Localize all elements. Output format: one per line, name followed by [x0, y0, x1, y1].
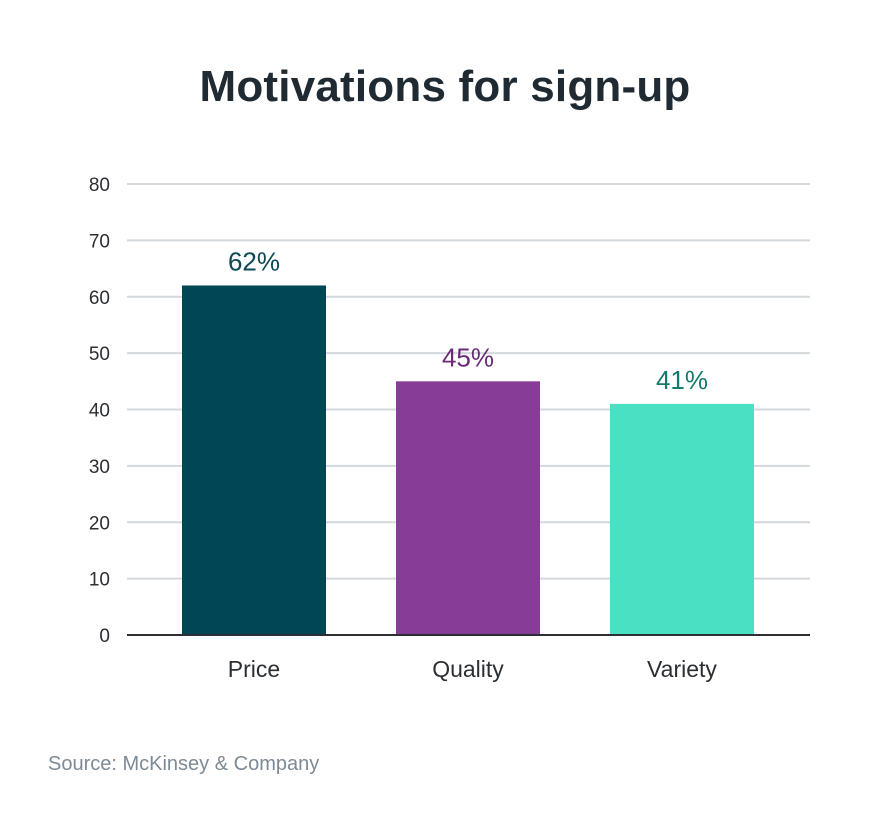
x-tick-label-variety: Variety: [647, 656, 717, 682]
y-axis-ticks: 0 10 20 30 40 50 60 70 80: [89, 175, 110, 647]
y-tick-label: 10: [89, 570, 110, 591]
y-tick-label: 50: [89, 344, 110, 365]
y-tick-label: 70: [89, 231, 110, 252]
y-tick-label: 80: [89, 175, 110, 196]
data-labels: 62% 45% 41%: [228, 246, 708, 394]
y-tick-label: 20: [89, 513, 110, 534]
x-axis-categories: Price Quality Variety: [228, 656, 718, 682]
y-tick-label: 40: [89, 401, 110, 422]
data-label-quality: 45%: [442, 342, 494, 372]
bar-variety: [610, 403, 754, 635]
source-note: Source: McKinsey & Company: [48, 753, 320, 775]
chart-title: Motivations for sign-up: [199, 62, 691, 111]
data-label-price: 62%: [228, 246, 280, 276]
y-tick-label: 0: [99, 626, 110, 647]
x-tick-label-quality: Quality: [432, 656, 504, 682]
bar-quality: [396, 381, 540, 635]
bar-price: [182, 285, 326, 635]
y-tick-label: 60: [89, 288, 110, 309]
x-tick-label-price: Price: [228, 656, 280, 682]
bars: [182, 285, 754, 635]
y-tick-label: 30: [89, 457, 110, 478]
data-label-variety: 41%: [656, 365, 708, 395]
